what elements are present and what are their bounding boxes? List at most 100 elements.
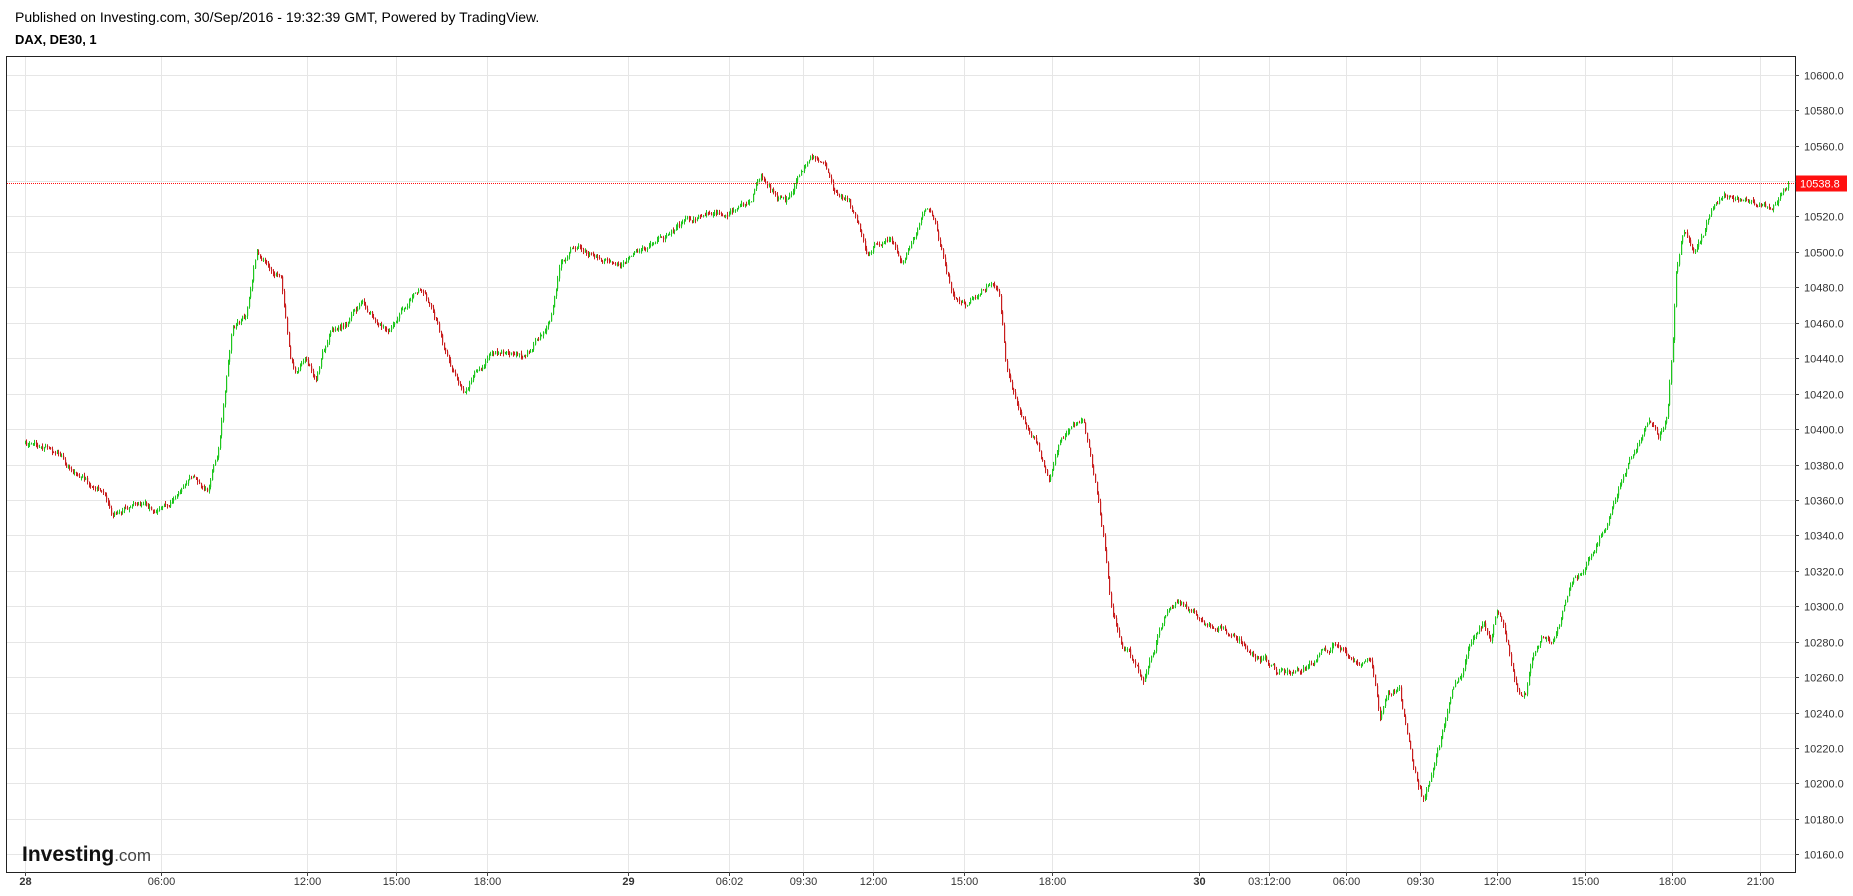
candle — [1124, 646, 1126, 652]
candle — [77, 472, 79, 477]
candle — [1522, 695, 1524, 697]
candle — [124, 506, 126, 514]
candle — [1253, 650, 1255, 658]
candle — [698, 214, 700, 220]
candle — [1005, 341, 1007, 362]
candle — [439, 321, 441, 333]
candle — [1282, 668, 1284, 671]
candle — [1509, 644, 1511, 657]
candle — [1231, 633, 1233, 639]
candle — [418, 288, 420, 294]
candle — [813, 154, 815, 160]
candle — [1722, 196, 1724, 201]
candle — [1133, 658, 1135, 664]
candle — [1057, 450, 1059, 458]
candle — [1284, 668, 1286, 676]
candle — [629, 255, 631, 260]
candle — [738, 205, 740, 210]
candle — [1130, 646, 1132, 659]
candle — [181, 487, 183, 494]
candle — [802, 170, 804, 173]
candle — [1540, 640, 1542, 649]
candle — [1362, 662, 1364, 667]
candle — [250, 286, 252, 300]
logo-main: Investing — [22, 843, 114, 866]
candle — [1498, 610, 1500, 615]
candle — [1117, 623, 1119, 633]
candle — [1620, 482, 1622, 490]
candle — [1068, 428, 1070, 436]
candle — [405, 306, 407, 310]
candle — [1679, 253, 1681, 267]
candle — [93, 485, 95, 491]
candle — [1177, 599, 1179, 604]
candle — [597, 253, 599, 261]
candle — [1666, 416, 1668, 425]
candle — [1306, 665, 1308, 671]
candle — [1434, 762, 1436, 771]
candle — [375, 317, 377, 324]
candle — [554, 295, 556, 308]
candle — [1426, 787, 1428, 800]
candle — [869, 251, 871, 257]
candle — [1570, 582, 1572, 591]
candle — [1113, 603, 1115, 618]
candle — [1092, 454, 1094, 468]
candle — [183, 484, 185, 489]
candle — [1705, 228, 1707, 236]
candle — [1517, 683, 1519, 693]
candle — [1337, 644, 1339, 648]
candle — [386, 326, 388, 333]
candle — [956, 297, 958, 300]
candle — [687, 215, 689, 220]
candle — [1697, 243, 1699, 253]
candle — [1765, 201, 1767, 208]
candle — [797, 175, 799, 184]
candle — [1429, 780, 1431, 787]
candle — [940, 237, 942, 247]
candle — [60, 451, 62, 457]
candle — [972, 295, 974, 301]
candle — [242, 315, 244, 322]
candle — [1729, 195, 1731, 200]
candle — [1521, 691, 1523, 697]
candle — [1756, 203, 1758, 208]
candle — [1695, 249, 1697, 255]
candle — [215, 459, 217, 466]
candle — [367, 305, 369, 313]
candle — [853, 209, 855, 214]
candle — [978, 293, 980, 300]
candle — [442, 333, 444, 346]
candle — [743, 202, 745, 207]
candle — [1087, 432, 1089, 443]
candle — [311, 363, 313, 374]
candle — [1505, 622, 1507, 635]
candle — [807, 161, 809, 167]
candle — [641, 248, 643, 254]
candle — [921, 217, 923, 226]
candle — [1093, 464, 1095, 476]
candle — [1529, 671, 1531, 686]
candle — [1500, 612, 1502, 617]
candle — [1645, 425, 1647, 432]
candle — [674, 229, 676, 235]
candle — [965, 301, 967, 309]
candle — [1444, 723, 1446, 733]
candle — [1007, 359, 1009, 373]
candle — [170, 499, 172, 508]
x-tick-label: 06:00 — [1333, 876, 1361, 888]
candle — [1218, 626, 1220, 633]
candle — [324, 348, 326, 353]
candle — [1588, 557, 1590, 566]
candle — [445, 347, 447, 355]
candle — [301, 360, 303, 367]
candle — [917, 227, 919, 236]
candle — [487, 355, 489, 364]
candle — [329, 333, 331, 345]
candle — [279, 273, 281, 278]
y-tick-label: 10580.0 — [1804, 106, 1844, 118]
candle — [169, 505, 171, 508]
candle — [1215, 628, 1217, 632]
candle — [754, 188, 756, 195]
candle — [245, 314, 247, 321]
